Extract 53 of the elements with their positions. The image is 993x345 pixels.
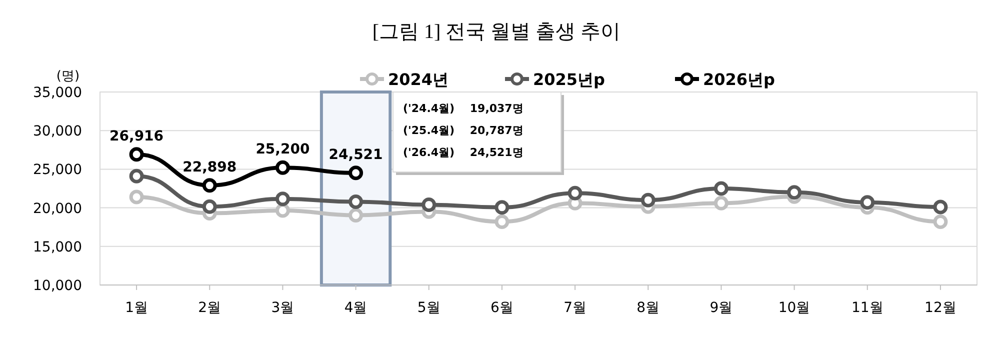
y-axis-title: (명) — [56, 69, 80, 84]
annotation: ('25.4월) 20,787명 — [403, 124, 524, 137]
legend-label: 2024년 — [388, 70, 449, 89]
point — [422, 197, 436, 212]
point — [568, 186, 582, 200]
point — [348, 194, 364, 209]
point — [202, 178, 217, 193]
x-tick-label: 1월 — [125, 300, 148, 316]
x-tick-label: 5월 — [417, 300, 440, 316]
note-box: ('24.4월) 19,037명 ('25.4월) 20,787명 ('26.4월) 24,521명 — [392, 92, 564, 175]
x-tick-label: 2월 — [198, 300, 222, 316]
point — [787, 185, 802, 200]
point — [348, 166, 364, 180]
x-tick-label: 7월 — [564, 300, 587, 316]
annotation: ('26.4월) 24,521명 — [403, 146, 524, 159]
legend-label: 2025년p — [533, 70, 605, 89]
point — [714, 196, 728, 210]
y-tick-label: 25,000 — [33, 162, 82, 178]
x-tick-label: 10월 — [778, 300, 810, 316]
point — [202, 199, 217, 214]
point — [129, 190, 144, 204]
x-tick-label: 12월 — [924, 300, 956, 316]
y-tick-label: 30,000 — [33, 124, 82, 140]
annotation: ('24.4월) 19,037명 — [403, 102, 524, 115]
point — [275, 192, 290, 206]
point — [275, 160, 290, 175]
point — [494, 200, 510, 215]
x-tick-label: 6월 — [490, 300, 514, 316]
point — [714, 181, 728, 196]
y-tick-label: 20,000 — [33, 200, 82, 217]
y-tick-label: 10,000 — [33, 278, 82, 294]
point — [933, 214, 948, 229]
x-tick-label: 3월 — [271, 300, 294, 316]
x-tick-label: 4월 — [344, 300, 368, 316]
point — [275, 203, 290, 218]
x-tick-label: 9월 — [710, 300, 733, 316]
x-tick-label: 8월 — [636, 300, 660, 316]
x-tick-label: 11월 — [851, 300, 884, 316]
point — [129, 147, 144, 162]
legend-label: 2026년p — [703, 70, 775, 89]
data-label: 25,200 — [256, 142, 310, 158]
data-label: 22,898 — [182, 159, 237, 176]
point — [860, 195, 875, 210]
point — [348, 208, 364, 222]
y-tick-label: 35,000 — [33, 85, 82, 101]
y-tick-label: 15,000 — [33, 239, 82, 256]
point — [494, 214, 510, 229]
data-label: 26,916 — [110, 128, 164, 144]
data-label: 24,521 — [328, 146, 383, 163]
point — [129, 168, 144, 184]
point — [933, 200, 948, 214]
point — [640, 192, 656, 208]
chart-title: [그림 1] 전국 월별 출생 추이 — [372, 21, 621, 43]
